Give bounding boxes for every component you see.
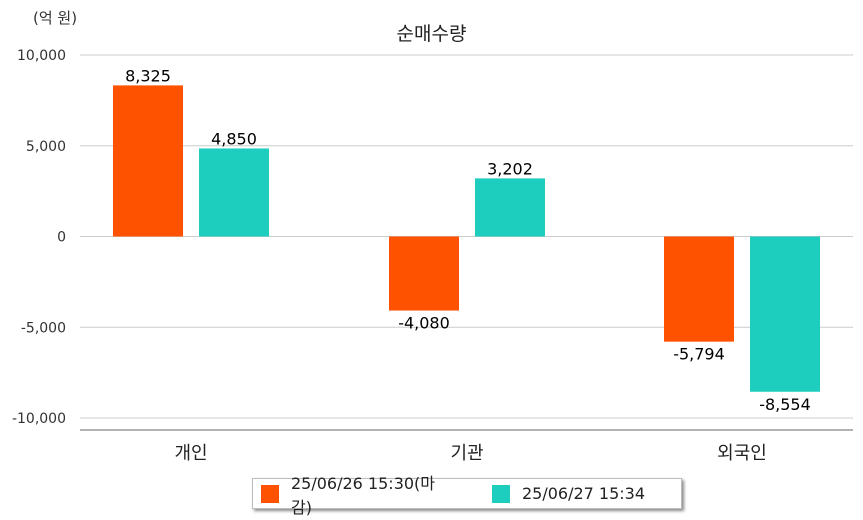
legend-swatch-series-2 — [491, 484, 510, 503]
bar — [750, 236, 820, 392]
data-label: -5,794 — [673, 345, 725, 364]
bar — [475, 178, 545, 237]
legend-item-series-1[interactable]: 25/06/26 15:30(마감) — [261, 470, 456, 518]
data-label: -8,554 — [759, 395, 811, 414]
y-tick-label: 10,000 — [17, 48, 66, 64]
legend-item-series-2[interactable]: 25/06/27 15:34 — [491, 484, 646, 503]
bar — [389, 236, 459, 311]
y-tick-label: -10,000 — [12, 411, 66, 427]
data-label: 4,850 — [211, 129, 257, 148]
chart-legend: 25/06/26 15:30(마감) 25/06/27 15:34 — [252, 474, 682, 517]
data-label: 8,325 — [125, 66, 171, 85]
bar — [113, 85, 183, 237]
bar — [199, 148, 269, 237]
y-tick-label: 5,000 — [26, 139, 66, 155]
legend-swatch-series-1 — [261, 484, 279, 503]
legend-label-series-1: 25/06/26 15:30(마감) — [291, 473, 436, 517]
legend-label-series-2: 25/06/27 15:34 — [521, 484, 646, 503]
y-axis-unit-label: (억 원) — [33, 9, 78, 27]
y-tick-label: 0 — [57, 230, 66, 246]
data-label: 3,202 — [487, 159, 533, 178]
x-tick-label: 외국인 — [717, 443, 767, 464]
x-tick-label: 기관 — [450, 443, 483, 464]
chart-title: 순매수량 — [396, 23, 467, 45]
y-tick-label: -5,000 — [21, 320, 66, 336]
data-label: -4,080 — [398, 314, 450, 333]
bar — [664, 236, 734, 342]
x-tick-label: 개인 — [174, 443, 207, 464]
